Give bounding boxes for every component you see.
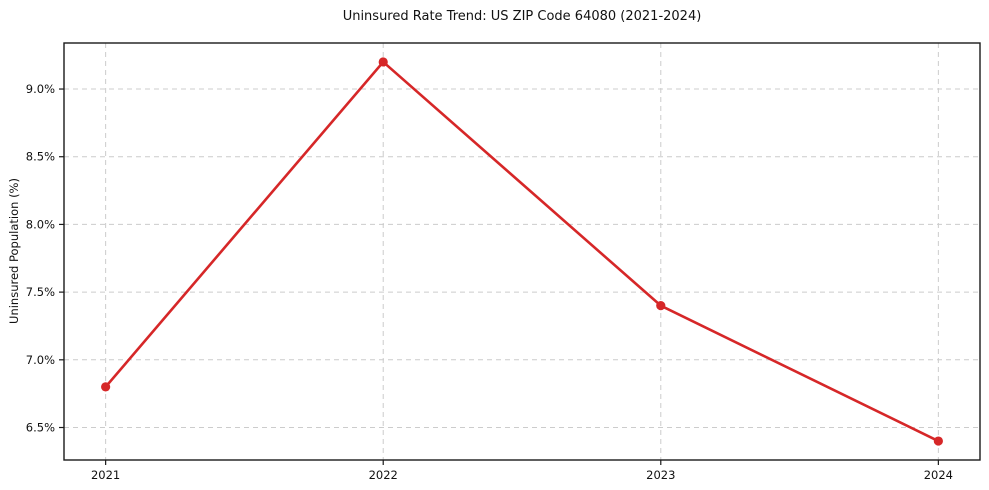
x-tick-label: 2022 <box>369 468 398 482</box>
y-tick-label: 7.5% <box>26 285 55 299</box>
y-tick-label: 7.0% <box>26 353 55 367</box>
chart-title: Uninsured Rate Trend: US ZIP Code 64080 … <box>342 9 702 24</box>
y-axis-label-text: Uninsured Population (%) <box>7 178 21 324</box>
data-point-marker <box>933 436 943 446</box>
y-tick-label: 8.5% <box>26 150 55 164</box>
x-tick-label: 2023 <box>646 468 675 482</box>
x-tick-label: 2021 <box>91 468 120 482</box>
y-tick-label: 9.0% <box>26 82 55 96</box>
data-point-marker <box>378 57 388 67</box>
y-tick-label: 6.5% <box>26 421 55 435</box>
data-point-marker <box>101 382 111 392</box>
y-tick-label: 8.0% <box>26 217 55 231</box>
data-point-marker <box>656 301 666 311</box>
trend-line <box>104 60 940 443</box>
axes-frame <box>63 42 981 461</box>
x-tick-label: 2024 <box>924 468 953 482</box>
